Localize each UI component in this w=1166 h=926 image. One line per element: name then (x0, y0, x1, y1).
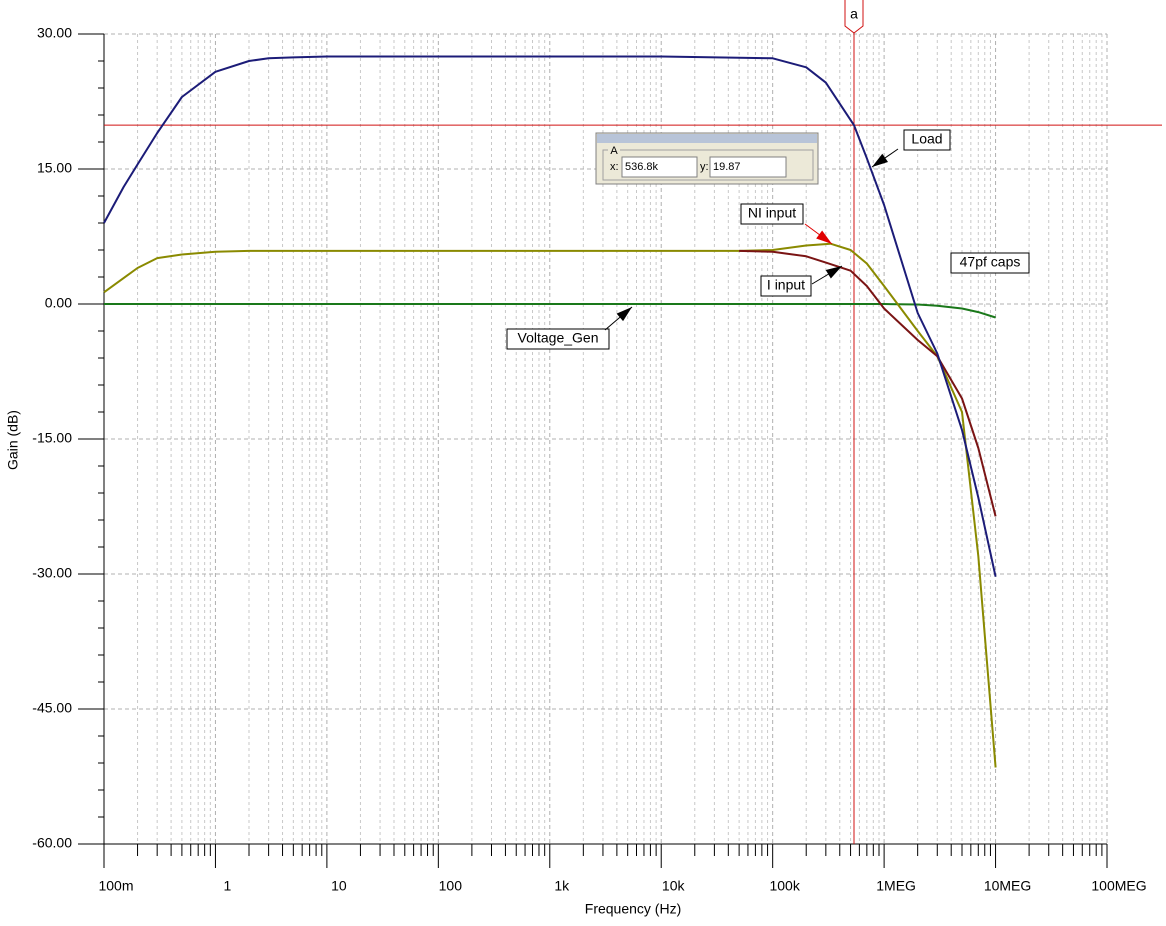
y-tick-label: -45.00 (32, 700, 72, 716)
label-arrowhead (816, 230, 832, 244)
series-line (103, 55, 997, 577)
cursor-box-title: A (610, 145, 618, 157)
x-tick-label: 10MEG (984, 878, 1031, 894)
y-tick-label: 0.00 (45, 295, 72, 311)
x-tick-label: 100 (439, 878, 463, 894)
annotation: 47pf caps (960, 254, 1021, 270)
cursor-x-caption: x: (610, 161, 619, 173)
cursor-marker-label: a (850, 6, 858, 22)
label-box (760, 275, 812, 297)
series-label: NI input (748, 205, 796, 221)
cursor-y-value: 19.87 (713, 161, 741, 173)
x-tick-label: 10 (331, 878, 347, 894)
cursor-box-titlebar (597, 134, 817, 143)
annotation-box (950, 252, 1030, 274)
series-label: I input (767, 277, 805, 293)
label-box (740, 203, 804, 225)
series-label: Load (911, 131, 942, 147)
x-tick-label: 1k (554, 878, 570, 894)
y-tick-label: -60.00 (32, 835, 72, 851)
cursor-y-caption: y: (700, 161, 709, 173)
label-arrowhead (616, 307, 632, 322)
x-tick-label: 1 (224, 878, 232, 894)
series-line (104, 303, 996, 319)
x-tick-label: 100MEG (1091, 878, 1146, 894)
series-line (739, 249, 997, 517)
label-box (903, 129, 951, 151)
label-arrowhead (872, 153, 889, 167)
series-label: Voltage_Gen (518, 330, 599, 346)
cursor-box-group (602, 149, 814, 181)
x-tick-label: 10k (662, 878, 686, 894)
cursor-box: Ax: 536.8k y: 19.87 (595, 132, 819, 185)
x-axis-label: Frequency (Hz) (585, 901, 681, 917)
y-tick-label: -30.00 (32, 565, 72, 581)
cursor-x-field (621, 156, 698, 178)
y-tick-label: -15.00 (32, 430, 72, 446)
y-tick-label: 30.00 (37, 25, 72, 41)
label-arrowhead (825, 266, 842, 279)
x-tick-label: 1MEG (876, 878, 916, 894)
y-axis-label: Gain (dB) (5, 410, 21, 470)
label-box (506, 328, 610, 350)
cursor-x-value: 536.8k (625, 161, 659, 173)
x-tick-label: 100k (769, 878, 800, 894)
y-tick-label: 15.00 (37, 160, 72, 176)
cursor-y-field (709, 156, 787, 178)
x-tick-label: 100m (98, 878, 133, 894)
cursor-box-title-bg (608, 145, 620, 155)
cursor-marker (844, 0, 864, 34)
